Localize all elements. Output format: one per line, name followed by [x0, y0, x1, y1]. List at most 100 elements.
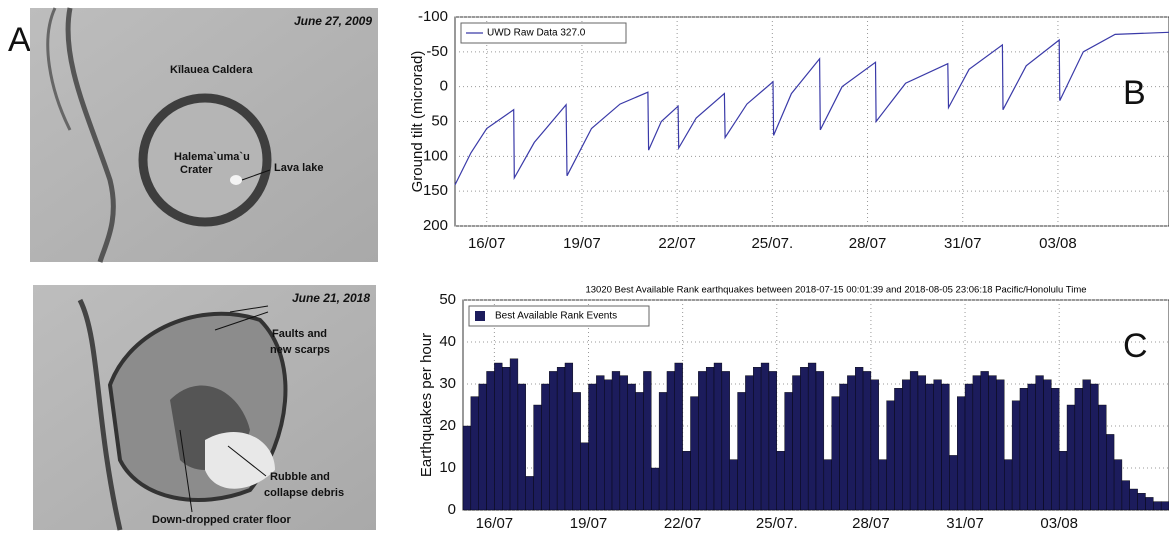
image-caption: Crater: [180, 164, 213, 176]
bar: [776, 451, 785, 511]
line: [454, 31, 1169, 186]
x-tick-label: 25/07.: [756, 515, 798, 532]
bar: [933, 379, 942, 511]
bar: [815, 371, 825, 511]
bar: [855, 367, 864, 511]
y-tick-label: 40: [439, 333, 456, 350]
chart-title: 13020 Best Available Rank earthquakes be…: [585, 285, 1086, 296]
legend-label: UWD Raw Data 327.0: [487, 28, 586, 39]
bar: [870, 379, 879, 511]
image-caption: Halema`uma`u: [174, 151, 250, 163]
bar: [690, 396, 699, 511]
y-tick-label: 0: [440, 78, 448, 95]
bar: [1121, 480, 1130, 511]
bar: [1043, 379, 1052, 511]
panel-label: A: [8, 21, 31, 59]
x-tick-label: 31/07: [944, 235, 982, 252]
x-tick-label: 16/07: [468, 235, 506, 252]
bar: [627, 383, 636, 511]
bar: [807, 362, 817, 511]
bar: [1145, 497, 1154, 511]
bar: [596, 375, 605, 511]
bar: [643, 371, 652, 511]
image-2018: [33, 285, 376, 531]
bar: [1129, 488, 1138, 511]
bar: [902, 379, 911, 511]
bar: [674, 362, 683, 511]
image-2009: [30, 7, 378, 263]
bar: [745, 375, 754, 511]
legend-box: [468, 305, 650, 327]
bar: [658, 392, 668, 511]
bar: [721, 371, 730, 511]
bar: [705, 367, 715, 511]
bar: [1004, 459, 1013, 511]
bar: [1160, 501, 1169, 511]
bar: [878, 459, 887, 511]
bar: [572, 392, 581, 511]
image-date: June 21, 2018: [292, 291, 370, 305]
bar: [1066, 404, 1076, 511]
y-tick-label: 100: [423, 147, 448, 164]
bar: [823, 459, 832, 511]
bar: [1098, 404, 1107, 511]
bar: [784, 392, 793, 511]
bar: [651, 467, 660, 511]
y-tick-label: -50: [426, 43, 448, 60]
bar: [729, 459, 738, 511]
y-tick-label: 50: [439, 291, 456, 308]
bar: [635, 392, 644, 511]
bar: [964, 383, 974, 511]
bar: [894, 388, 903, 511]
y-axis-label: Ground tilt (microrad): [409, 51, 426, 193]
bar: [462, 425, 472, 511]
y-tick-label: 50: [431, 112, 448, 129]
image-date: June 27, 2009: [294, 14, 372, 28]
bar: [957, 396, 966, 511]
bar: [525, 476, 534, 511]
bar: [478, 383, 487, 511]
panel-label: B: [1123, 74, 1146, 112]
bar: [1035, 375, 1044, 511]
bar: [768, 371, 777, 511]
x-tick-label: 16/07: [476, 515, 514, 532]
bar: [925, 383, 934, 511]
image-caption: Lava lake: [274, 162, 324, 174]
bar: [753, 367, 762, 511]
image-caption: Faults and: [272, 328, 327, 340]
panel-label: C: [1123, 327, 1148, 365]
x-tick-label: 28/07: [849, 235, 887, 252]
x-tick-label: 03/08: [1040, 515, 1078, 532]
y-tick-label: 0: [448, 501, 456, 518]
bar: [1027, 383, 1036, 511]
bar: [1090, 383, 1099, 511]
bar: [541, 383, 550, 511]
bar: [564, 362, 574, 511]
x-tick-label: 19/07: [570, 515, 608, 532]
bar: [1051, 388, 1060, 511]
x-tick-label: 19/07: [563, 235, 601, 252]
bar: [682, 451, 691, 511]
bar: [800, 367, 809, 511]
x-tick-label: 22/07: [664, 515, 702, 532]
bar: [666, 371, 676, 511]
image-caption: collapse debris: [264, 487, 344, 499]
bar: [1058, 451, 1068, 511]
bar: [760, 362, 770, 511]
bar: [792, 375, 801, 511]
y-axis-label: Earthquakes per hour: [418, 333, 435, 477]
bar: [580, 442, 589, 511]
bar: [862, 371, 872, 511]
bar: [1082, 379, 1091, 511]
image-caption: new scarps: [270, 344, 330, 356]
bar: [909, 371, 919, 511]
bar: [619, 375, 628, 511]
bar: [1153, 501, 1162, 511]
bar: [502, 367, 511, 511]
bar: [556, 367, 566, 511]
bar: [917, 375, 927, 511]
x-tick-label: 03/08: [1039, 235, 1077, 252]
y-tick-label: 200: [423, 217, 448, 234]
bar: [1019, 388, 1029, 511]
